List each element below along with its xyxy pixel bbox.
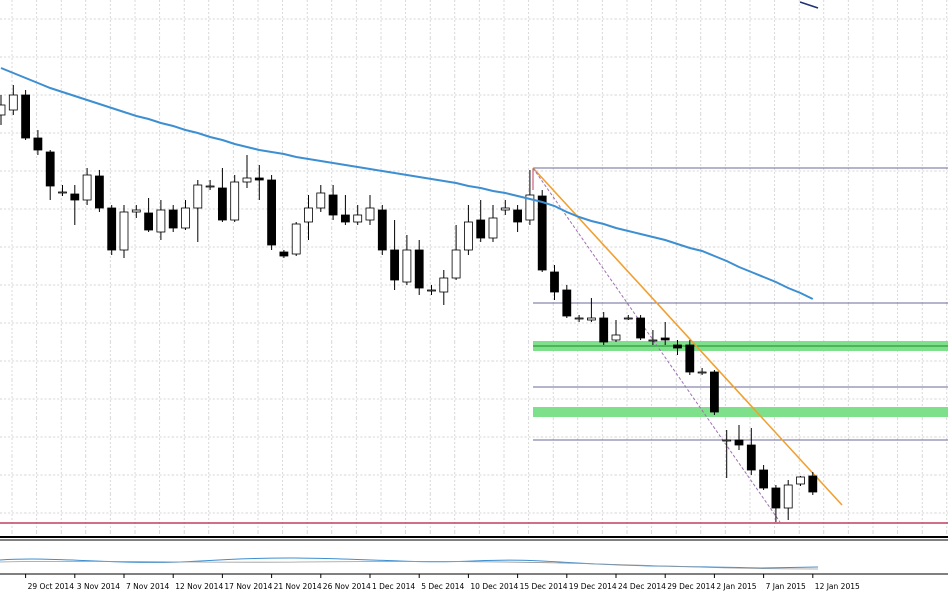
candle-body xyxy=(316,192,326,209)
candle-body xyxy=(734,439,744,446)
candle-body xyxy=(673,344,682,349)
support-band xyxy=(533,407,948,417)
candle-body xyxy=(808,475,818,493)
candle-body xyxy=(402,249,412,283)
candle-body xyxy=(0,104,6,116)
x-tick-label: 24 Dec 2014 xyxy=(618,582,666,591)
x-tick-label: 3 Nov 2014 xyxy=(77,582,120,591)
candles xyxy=(0,85,818,522)
x-tick-label: 21 Nov 2014 xyxy=(274,582,322,591)
candle-body xyxy=(21,94,31,139)
x-tick-label: 15 Dec 2014 xyxy=(520,582,568,591)
trend-line xyxy=(532,167,843,506)
candle-body xyxy=(390,249,400,281)
candle-body xyxy=(95,175,104,209)
x-tick-label: 29 Dec 2014 xyxy=(667,582,715,591)
candle-body xyxy=(587,317,596,321)
x-tick-label: 7 Nov 2014 xyxy=(126,582,169,591)
candle-body xyxy=(697,371,707,374)
candle-body xyxy=(550,271,559,293)
candle-body xyxy=(710,371,719,413)
candle-body xyxy=(45,151,55,187)
x-tick-label: 2 Jan 2015 xyxy=(716,582,756,591)
candle-body xyxy=(82,174,92,201)
candle-body xyxy=(771,487,781,509)
candle-body xyxy=(439,277,449,293)
candle-body xyxy=(451,249,461,279)
candle-body xyxy=(254,177,264,181)
candle-body xyxy=(722,439,732,442)
candle-body xyxy=(156,209,166,233)
candle-body xyxy=(168,209,178,229)
candle-body xyxy=(304,207,313,223)
x-tick-label: 17 Nov 2014 xyxy=(224,582,272,591)
candle-body xyxy=(660,337,670,341)
candle-body xyxy=(181,207,190,229)
grid xyxy=(0,0,948,537)
candle-body xyxy=(267,179,277,246)
candle-body xyxy=(328,194,338,216)
candle-body xyxy=(796,476,805,485)
x-tick-label: 12 Jan 2015 xyxy=(815,582,860,591)
candle-body xyxy=(783,484,793,509)
candle-body xyxy=(500,207,510,211)
candle-body xyxy=(574,317,584,320)
candle-body xyxy=(193,184,203,209)
candle-body xyxy=(340,214,350,223)
candle-body xyxy=(414,249,424,289)
candle-body xyxy=(205,185,215,188)
x-tick-label: 19 Dec 2014 xyxy=(569,582,617,591)
candle-body xyxy=(599,317,609,343)
x-tick-label: 10 Dec 2014 xyxy=(470,582,518,591)
candle-body xyxy=(107,207,117,251)
x-tick-label: 12 Nov 2014 xyxy=(175,582,223,591)
candle-body xyxy=(685,344,695,373)
candle-body xyxy=(463,221,473,251)
candle-body xyxy=(279,251,289,257)
indicator-line xyxy=(0,560,819,570)
candle-body xyxy=(144,212,154,231)
candle-body xyxy=(70,193,80,201)
candle-body xyxy=(119,211,129,251)
candle-body xyxy=(746,444,756,471)
candle-body xyxy=(131,209,141,213)
candle-body xyxy=(242,177,252,183)
candle-body xyxy=(525,194,535,221)
candle-body xyxy=(427,289,436,292)
candle-body xyxy=(8,94,18,111)
trend-line xyxy=(532,167,781,523)
candle-body xyxy=(217,187,227,221)
candle-body xyxy=(377,209,387,251)
candle-body xyxy=(476,219,486,239)
candle-body xyxy=(648,339,658,342)
x-tick-label: 29 Oct 2014 xyxy=(28,582,75,591)
x-tick-label: 7 Jan 2015 xyxy=(766,582,806,591)
candle-body xyxy=(759,469,768,489)
candle-body xyxy=(513,209,522,223)
x-tick-label: 26 Nov 2014 xyxy=(323,582,371,591)
candle-body xyxy=(636,317,645,339)
arrow-fragment xyxy=(799,1,819,9)
candle-body xyxy=(623,317,633,320)
x-tick-label: 5 Dec 2014 xyxy=(421,582,464,591)
candle-body xyxy=(230,181,240,221)
moving-average xyxy=(0,67,814,300)
x-tick-label: 1 Dec 2014 xyxy=(372,582,415,591)
candle-body xyxy=(353,214,363,223)
candle-body xyxy=(33,137,43,151)
candle-body xyxy=(291,223,301,255)
candle-body xyxy=(58,191,67,194)
candle-body xyxy=(537,195,547,271)
candle-body xyxy=(365,207,375,221)
candle-body xyxy=(611,334,621,341)
indicator-line xyxy=(0,557,819,569)
candle-body xyxy=(488,217,498,239)
candle-body xyxy=(562,289,572,317)
